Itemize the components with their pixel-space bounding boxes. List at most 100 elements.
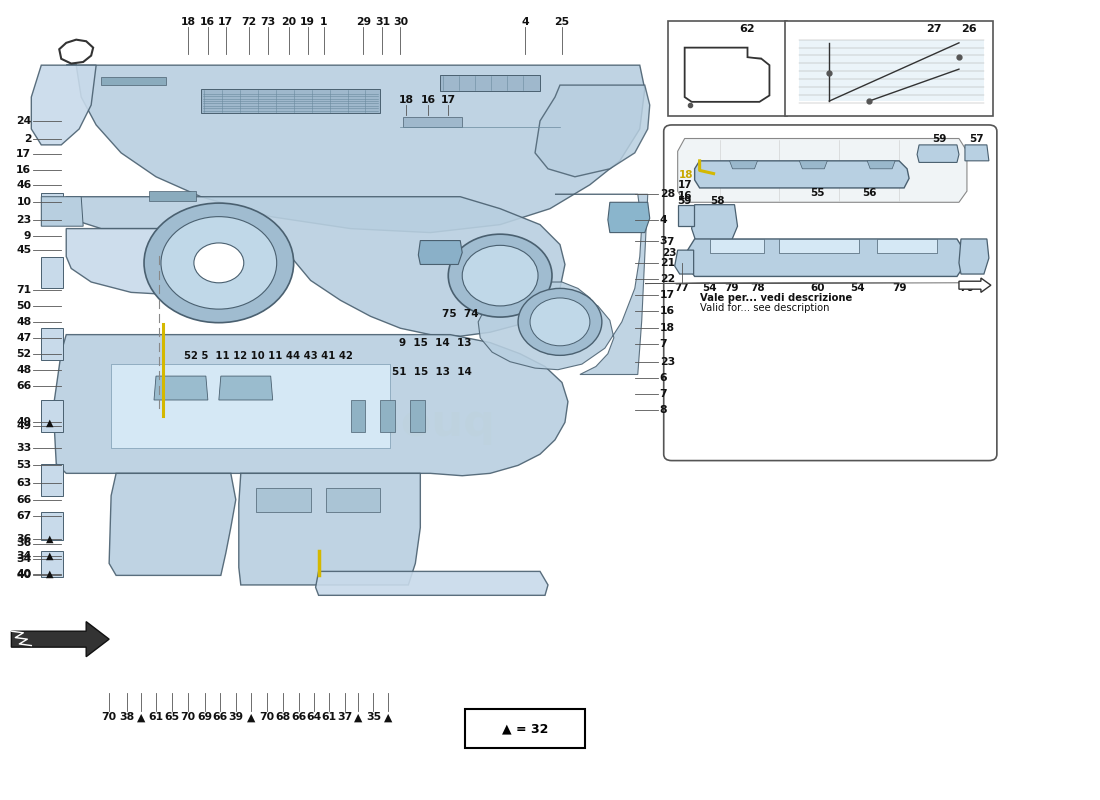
Text: 54: 54 [850, 283, 865, 294]
Text: 53: 53 [16, 460, 31, 470]
Text: 17: 17 [660, 290, 674, 300]
Text: 65: 65 [164, 712, 179, 722]
Text: PartSouq: PartSouq [776, 331, 923, 389]
Text: 26: 26 [961, 24, 977, 34]
Text: 66: 66 [16, 495, 31, 506]
Text: 46: 46 [16, 180, 31, 190]
Polygon shape [688, 239, 964, 277]
Text: 17: 17 [678, 180, 692, 190]
Text: 25: 25 [554, 17, 570, 27]
Circle shape [161, 217, 277, 309]
Text: 59: 59 [678, 196, 692, 206]
Text: 16: 16 [200, 17, 216, 27]
Text: 67: 67 [16, 511, 31, 522]
Text: 7: 7 [666, 237, 673, 247]
Text: 62: 62 [739, 24, 756, 34]
Text: PartSouq: PartSouq [265, 402, 496, 446]
Text: 68: 68 [275, 712, 290, 722]
Polygon shape [418, 241, 462, 265]
Text: 58: 58 [711, 196, 725, 206]
Text: 16: 16 [16, 166, 31, 175]
Text: 50: 50 [16, 301, 31, 311]
FancyBboxPatch shape [663, 125, 997, 461]
Text: ▲: ▲ [246, 712, 255, 722]
Text: 70: 70 [260, 712, 274, 722]
Text: ▲: ▲ [46, 418, 54, 427]
Text: 2: 2 [24, 134, 31, 143]
Polygon shape [219, 376, 273, 400]
Polygon shape [42, 551, 63, 577]
Text: 18: 18 [679, 170, 693, 180]
Text: 39: 39 [228, 712, 243, 722]
Text: 40: 40 [16, 570, 31, 580]
Polygon shape [326, 488, 381, 512]
Text: 60: 60 [810, 283, 825, 294]
Text: 77: 77 [674, 283, 689, 294]
Text: 61: 61 [321, 712, 337, 722]
Text: 20: 20 [282, 17, 296, 27]
Polygon shape [66, 197, 565, 336]
Polygon shape [404, 117, 462, 127]
FancyBboxPatch shape [785, 21, 993, 116]
Text: 79: 79 [724, 283, 739, 294]
Text: 64: 64 [306, 712, 321, 722]
Polygon shape [535, 85, 650, 177]
Text: 18: 18 [399, 95, 414, 106]
Text: 33: 33 [16, 443, 31, 453]
Text: 69: 69 [197, 712, 212, 722]
Text: 48: 48 [16, 317, 31, 327]
Polygon shape [154, 376, 208, 400]
Text: 10: 10 [16, 198, 31, 207]
Text: 31: 31 [375, 17, 390, 27]
Text: 79: 79 [892, 283, 906, 294]
Text: 37: 37 [337, 712, 352, 722]
Text: 66: 66 [292, 712, 306, 722]
Polygon shape [31, 65, 96, 145]
Circle shape [449, 234, 552, 317]
Text: 4: 4 [660, 215, 668, 225]
Text: 16: 16 [660, 306, 674, 316]
Polygon shape [440, 74, 540, 90]
Text: 66: 66 [212, 712, 228, 722]
Polygon shape [959, 239, 989, 274]
Text: 55: 55 [810, 188, 825, 198]
Text: 18: 18 [180, 17, 196, 27]
Polygon shape [678, 138, 967, 202]
Text: 36: 36 [16, 534, 31, 544]
Text: 19: 19 [300, 17, 315, 27]
Polygon shape [729, 161, 758, 169]
Text: 57: 57 [969, 134, 984, 143]
Polygon shape [42, 257, 63, 288]
Text: 73: 73 [260, 17, 275, 27]
Circle shape [530, 298, 590, 346]
Polygon shape [109, 474, 235, 575]
Polygon shape [201, 89, 381, 113]
Polygon shape [674, 250, 694, 274]
Text: 45: 45 [16, 245, 31, 255]
Text: ▲: ▲ [354, 712, 363, 722]
Text: 6: 6 [660, 373, 668, 382]
Polygon shape [965, 145, 989, 161]
Polygon shape [101, 77, 166, 85]
Circle shape [518, 288, 602, 355]
Polygon shape [66, 65, 645, 233]
Text: 49: 49 [16, 421, 31, 430]
Text: 18: 18 [660, 323, 674, 334]
Polygon shape [148, 191, 196, 201]
Polygon shape [53, 334, 568, 476]
FancyArrow shape [959, 278, 991, 292]
Text: 35: 35 [366, 712, 381, 722]
Text: 72: 72 [241, 17, 256, 27]
Text: 70: 70 [180, 712, 196, 722]
Polygon shape [59, 40, 94, 63]
Text: 21: 21 [660, 258, 674, 268]
Text: 63: 63 [16, 478, 31, 488]
Text: 29: 29 [356, 17, 371, 27]
Text: 49: 49 [16, 418, 31, 427]
Text: 52: 52 [16, 349, 31, 358]
Text: 17: 17 [441, 95, 455, 106]
Polygon shape [780, 239, 859, 254]
Text: ▲: ▲ [136, 712, 145, 722]
Text: 30: 30 [393, 17, 408, 27]
Text: 36: 36 [16, 538, 31, 549]
